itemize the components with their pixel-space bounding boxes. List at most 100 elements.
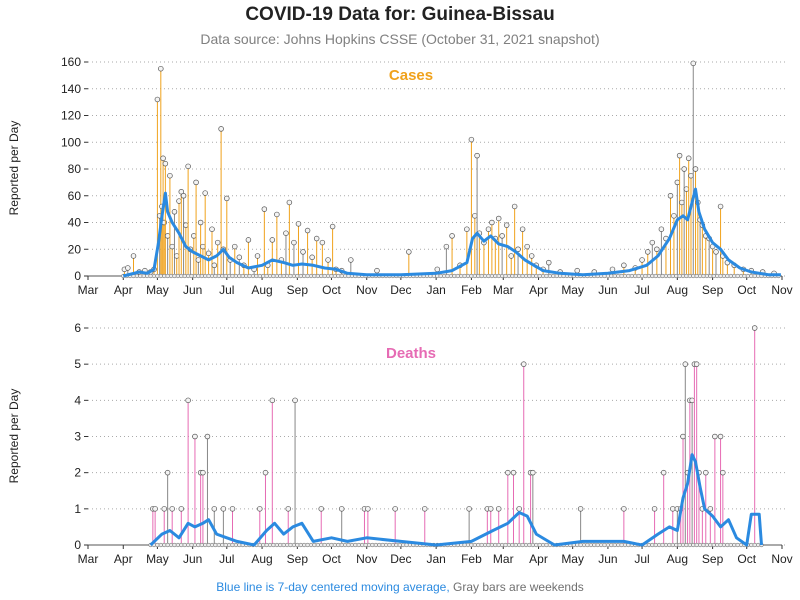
zero-point [663, 273, 669, 279]
zero-point [674, 273, 679, 279]
zero-point [291, 273, 297, 279]
zero-point [264, 542, 269, 548]
data-point [692, 166, 699, 172]
zero-point [250, 273, 256, 279]
zero-point [237, 273, 242, 279]
data-point [274, 211, 280, 218]
cases-panel: 0 20 40 60 80 100 120 140 160 Reported per Day Cas… [7, 55, 793, 297]
zero-point [486, 542, 491, 548]
data-point [406, 249, 412, 255]
data-point [671, 213, 677, 219]
zero-point [305, 542, 310, 548]
zero-point [233, 273, 239, 279]
data-point [191, 233, 197, 239]
zero-point [517, 273, 522, 279]
zero-point [380, 542, 385, 548]
zero-point [216, 273, 221, 279]
zero-point [752, 542, 757, 548]
data-point [176, 198, 182, 204]
data-point [688, 172, 694, 179]
zero-point [732, 542, 737, 548]
data-point [682, 361, 689, 367]
zero-point [356, 542, 361, 548]
data-point [464, 226, 470, 232]
data-point [211, 262, 218, 269]
zero-point [162, 273, 167, 279]
zero-point [493, 542, 498, 548]
zero-point [138, 273, 143, 279]
zero-point [680, 273, 686, 279]
zero-point [288, 273, 293, 279]
zero-point [513, 273, 518, 279]
zero-point [465, 273, 471, 279]
zero-point [704, 273, 710, 279]
zero-point [472, 542, 477, 548]
data-point [503, 222, 510, 228]
zero-point [165, 273, 170, 279]
zero-point [315, 542, 320, 548]
zero-point [172, 273, 177, 279]
zero-point [295, 542, 300, 548]
zero-point [158, 273, 163, 279]
zero-point [749, 542, 754, 548]
x-tick-label: May [561, 283, 584, 297]
zero-point [288, 542, 293, 548]
zero-point [206, 273, 211, 279]
data-point [374, 267, 380, 274]
zero-point [667, 273, 672, 279]
zero-point [322, 542, 327, 548]
x-tick-label: Jun [183, 283, 202, 297]
zero-point [325, 542, 331, 548]
x-tick-label: Oct [322, 552, 341, 566]
zero-point [186, 273, 191, 279]
footnote: Blue line is 7-day centered moving avera… [0, 580, 800, 594]
zero-point [646, 273, 651, 279]
zero-point [220, 542, 225, 548]
data-point [245, 237, 252, 243]
zero-point [616, 273, 621, 279]
data-point [193, 179, 199, 186]
data-point [309, 254, 315, 261]
data-point [365, 506, 371, 512]
data-point [178, 188, 185, 195]
footnote-weekend: Gray bars are weekends [453, 580, 584, 594]
data-point [185, 163, 191, 170]
zero-point [687, 273, 692, 279]
zero-point [329, 273, 334, 279]
zero-point [677, 542, 682, 548]
zero-point [732, 273, 737, 279]
x-tick-label: Sep [702, 552, 724, 566]
data-point [286, 199, 293, 206]
zero-point [680, 542, 686, 548]
zero-point [442, 273, 447, 279]
zero-point [155, 542, 160, 548]
zero-point [209, 542, 215, 548]
data-point [546, 259, 552, 266]
zero-point [599, 542, 604, 548]
x-tick-label: Apr [114, 552, 133, 566]
zero-point [503, 542, 508, 548]
data-point [474, 152, 480, 159]
y-tick-label: 3 [74, 430, 81, 444]
zero-point [298, 273, 303, 279]
x-tick-label: Sep [702, 283, 724, 297]
data-point [319, 239, 326, 246]
zero-point [244, 273, 249, 279]
zero-point [704, 542, 710, 548]
zero-point [281, 273, 286, 279]
data-point [313, 235, 320, 242]
data-point [528, 253, 535, 259]
zero-point [629, 273, 634, 279]
data-point [660, 469, 667, 476]
zero-point [650, 542, 655, 548]
zero-point [336, 273, 341, 279]
zero-point [373, 542, 378, 548]
data-point [508, 253, 514, 259]
zero-point [544, 542, 549, 548]
zero-point [223, 542, 228, 548]
zero-point [660, 542, 665, 548]
data-point [449, 233, 455, 239]
zero-point [459, 273, 464, 279]
data-point [495, 506, 502, 512]
